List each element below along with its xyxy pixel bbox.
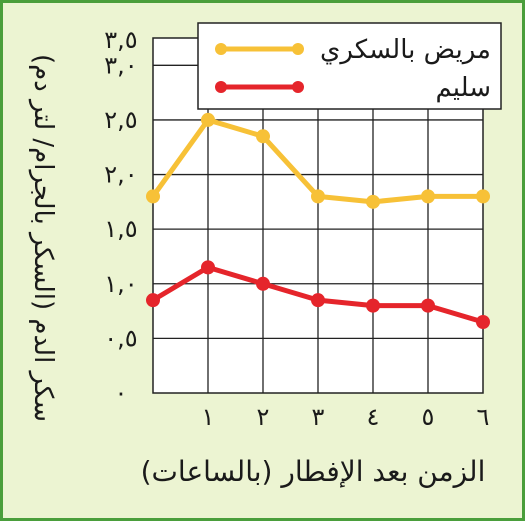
x-axis-label: الزمن بعد الإفطار (بالساعات) (141, 455, 486, 488)
series-layer (146, 112, 490, 329)
data-point (311, 293, 325, 308)
legend-swatch-point (292, 43, 304, 55)
y-tick-label: ١,٥ (104, 215, 137, 243)
series-2 (146, 260, 490, 329)
legend-label: مريض بالسكري (320, 35, 491, 65)
y-tick-label: ٣,٥ (104, 26, 137, 54)
legend-label: سليم (435, 73, 491, 103)
data-point (421, 189, 435, 204)
data-point (476, 189, 490, 204)
data-point (421, 298, 435, 313)
legend-swatch-point (215, 43, 227, 55)
legend: مريض بالسكري سليم (197, 22, 502, 110)
legend-entry-2: سليم (215, 73, 491, 103)
y-tick-label: ١,٠ (104, 270, 137, 298)
series-1 (146, 112, 490, 209)
y-tick-label: ٣,٠ (104, 51, 137, 79)
y-axis-label: سكر الدم (السكر بالجرام/ لتر دم) (28, 54, 58, 422)
data-point (256, 276, 270, 291)
y-tick-label: ٢,٠ (104, 161, 137, 189)
legend-swatch-point (292, 81, 304, 93)
x-axis-ticks: ١ ٢ ٣ ٤ ٥ ٦ (202, 403, 490, 431)
y-tick-label: ٠,٥ (104, 324, 137, 352)
x-tick-label: ١ (202, 403, 215, 431)
data-point (256, 129, 270, 144)
legend-swatch-point (215, 81, 227, 93)
y-tick-label: ٠ (115, 379, 128, 407)
data-point (366, 194, 380, 209)
data-point (146, 293, 160, 308)
legend-box (197, 22, 502, 110)
x-tick-label: ٢ (257, 403, 270, 431)
x-tick-label: ٤ (367, 403, 380, 431)
data-point (201, 260, 215, 275)
legend-entry-1: مريض بالسكري (215, 35, 491, 65)
data-point (146, 189, 160, 204)
data-point (311, 189, 325, 204)
data-point (201, 112, 215, 127)
line-chart: ٠ ٠,٥ ١,٠ ١,٥ ٢,٠ ٢,٥ ٣,٠٣,٥ ١ ٢ ٣ ٤ ٥ ٦ مريض بالسك… (28, 22, 502, 488)
y-tick-label: ٢,٥ (104, 106, 137, 134)
data-point (476, 315, 490, 329)
data-point (366, 298, 380, 313)
y-axis-ticks: ٠ ٠,٥ ١,٠ ١,٥ ٢,٠ ٢,٥ ٣,٠٣,٥ (104, 26, 137, 407)
x-tick-label: ٣ (312, 403, 325, 431)
x-tick-label: ٥ (422, 403, 435, 431)
x-tick-label: ٦ (477, 403, 490, 431)
